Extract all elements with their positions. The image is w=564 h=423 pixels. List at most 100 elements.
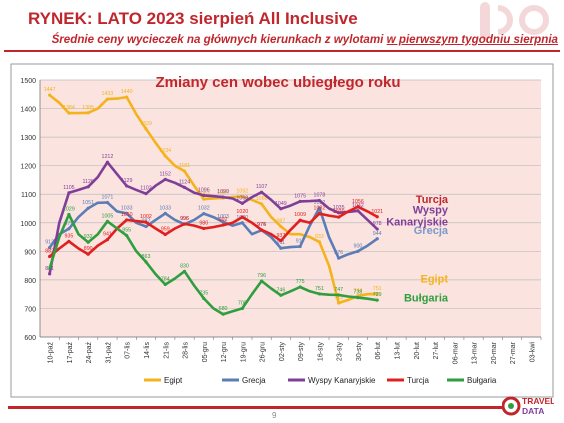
y-tick-label: 700 [24,306,36,313]
data-point-grecja [163,211,167,215]
data-label-bu-garia: 932 [84,234,93,240]
data-point-grecja [86,206,90,210]
series-line-turcja [48,205,379,258]
data-label-grecja: 1032 [198,206,210,212]
data-point-wyspy-kanaryjskie [144,192,148,196]
x-tick-label: 07-lis [125,342,132,359]
data-point-wyspy-kanaryjskie [375,227,379,231]
data-label-grecja: 944 [373,231,382,237]
legend-item: Egipt [164,376,183,385]
x-tick-label: 23-sty [337,342,344,362]
data-point-wyspy-kanaryjskie [48,272,52,276]
data-label-grecja: 1052 [314,200,326,206]
legend-item: Grecja [242,376,266,385]
data-label-egipt: 1384 [63,105,75,111]
x-tick-label: 03-kwi [529,342,536,363]
data-label-grecja: 1051 [82,200,94,206]
legend-item: Turcja [407,376,429,385]
end-label: Kanaryjskie [386,217,448,229]
x-tick-label: 02-sty [279,342,286,362]
x-tick-label: 30-sty [356,342,363,362]
data-point-turcja [317,212,322,216]
data-label-turcja: 935 [64,233,73,239]
data-label-wyspy-kanaryjskie: 1126 [82,179,93,185]
x-tick-label: 10-paź [48,342,55,364]
data-label-wyspy-kanaryjskie: 1075 [294,193,306,199]
data-point-bu-garia [259,279,264,283]
data-label-bu-garia: 863 [142,254,151,260]
x-tick-label: 27-lut [433,342,440,360]
data-label-bu-garia: 746 [276,287,285,293]
data-label-bu-garia: 775 [296,279,305,285]
data-label-egipt: 933 [315,234,324,240]
data-label-bu-garia: 751 [315,286,324,292]
data-label-egipt: 1092 [236,189,248,195]
data-label-turcja: 1032 [314,206,326,212]
data-label-egipt: 1329 [140,121,152,127]
header-divider [4,50,560,52]
x-tick-label: 21-lis [163,342,170,359]
data-point-turcja [259,228,264,232]
x-tick-label: 16-sty [317,342,324,362]
data-label-turcja: 1010 [121,212,133,218]
data-label-turcja: 941 [103,232,112,238]
data-label-egipt: 1447 [44,87,56,93]
data-label-wyspy-kanaryjskie: 1068 [236,195,248,201]
chart-title: Zmiany cen wobec ubiegłego roku [155,74,400,91]
data-point-bu-garia [144,260,148,264]
data-point-egipt [86,111,90,115]
data-label-grecja: 911 [277,240,285,246]
y-tick-label: 900 [24,249,36,256]
data-label-egipt: 1087 [217,190,229,196]
data-label-grecja: 974 [257,222,266,228]
x-tick-label: 06-lut [375,342,382,360]
end-label: Wyspy [413,204,449,216]
page-number: 9 [272,411,277,420]
data-label-egipt: 1440 [121,89,133,95]
data-label-grecja: 1033 [159,205,171,211]
data-label-grecja: 876 [334,250,343,256]
data-label-wyspy-kanaryjskie: 1035 [333,205,345,211]
data-point-bu-garia [317,292,322,296]
data-point-wyspy-kanaryjskie [163,177,167,181]
data-point-grecja [221,220,225,224]
data-point-wyspy-kanaryjskie [105,160,110,164]
x-tick-label: 12-gru [221,342,228,362]
data-label-egipt: 719 [334,295,343,301]
data-label-turcja: 937 [276,233,285,239]
data-label-egipt: 1433 [102,91,114,97]
end-label: Bułgaria [404,292,449,304]
data-label-bu-garia: 680 [219,306,228,312]
data-label-egipt: 1181 [179,163,190,169]
data-point-grecja [67,227,71,231]
x-tick-label: 20-lut [414,342,421,360]
data-point-bu-garia [125,234,129,238]
data-point-turcja [240,215,244,219]
data-label-wyspy-kanaryjskie: 1129 [121,178,132,184]
price-change-chart: 600 700 800 900 1000 1100 1200 1300 1400 1500 10-p… [10,63,554,398]
data-label-bu-garia: 729 [373,292,382,298]
data-point-bu-garia [182,269,187,273]
data-point-wyspy-kanaryjskie [337,211,341,215]
data-point-turcja [48,254,52,259]
plot-area [40,80,541,337]
data-point-egipt [202,197,206,201]
data-point-wyspy-kanaryjskie [125,184,129,188]
data-point-grecja [144,224,148,229]
data-point-bu-garia [86,240,90,244]
data-point-wyspy-kanaryjskie [182,185,187,189]
data-label-bu-garia: 735 [199,290,208,296]
x-tick-label: 13-lut [394,342,401,360]
data-label-turcja: 1020 [333,209,345,215]
data-label-wyspy-kanaryjskie: 1090 [217,189,229,195]
data-point-egipt [48,93,52,97]
data-point-turcja [67,239,71,243]
logo-text-data: DATA [522,406,544,416]
data-point-egipt [163,154,167,158]
data-label-bu-garia: 738 [354,290,363,296]
data-point-wyspy-kanaryjskie [259,190,264,194]
data-point-turcja [144,220,148,224]
data-point-turcja [86,252,90,256]
data-label-grecja: 913 [45,240,54,246]
data-label-turcja: 996 [180,216,189,222]
